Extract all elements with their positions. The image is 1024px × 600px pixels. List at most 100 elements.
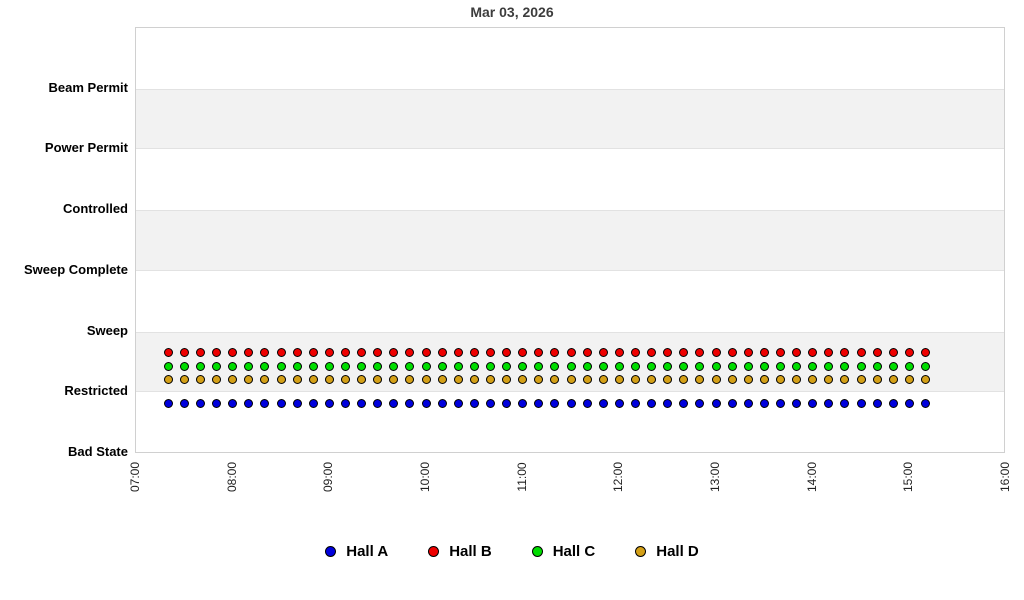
- legend-label: Hall C: [552, 543, 596, 560]
- hall-a-marker: [276, 398, 286, 408]
- y-label-controlled: Controlled: [63, 201, 128, 217]
- hall-b-marker: [727, 348, 737, 358]
- hall-b-marker: [244, 348, 254, 358]
- plot-area: [135, 27, 1005, 453]
- hall-a-marker: [808, 398, 818, 408]
- legend-label: Hall D: [656, 543, 699, 560]
- hall-a-marker: [534, 398, 544, 408]
- hall-b-marker: [453, 348, 463, 358]
- hall-c-marker: [308, 361, 318, 371]
- x-tick-15-00: 15:00: [901, 461, 916, 493]
- hall-a-marker: [163, 398, 173, 408]
- hall-b-marker: [856, 348, 866, 358]
- hall-b-marker: [163, 348, 173, 358]
- hall-c-marker: [502, 361, 512, 371]
- hall-a-marker: [663, 398, 673, 408]
- hall-d-marker: [840, 375, 850, 385]
- legend-item-hall-c: Hall C: [531, 543, 596, 560]
- hall-b-marker: [904, 348, 914, 358]
- hall-b-marker: [518, 348, 528, 358]
- hall-b-marker: [679, 348, 689, 358]
- hall-d-marker: [920, 375, 930, 385]
- hall-d-marker: [775, 375, 785, 385]
- hall-b-marker: [389, 348, 399, 358]
- hall-d-marker: [614, 375, 624, 385]
- hall-d-marker: [727, 375, 737, 385]
- hall-b-marker: [308, 348, 318, 358]
- hall-c-marker: [872, 361, 882, 371]
- hall-a-marker: [324, 398, 334, 408]
- hall-a-marker: [502, 398, 512, 408]
- hall-b-marker: [695, 348, 705, 358]
- hall-b-marker: [920, 348, 930, 358]
- hall-d-marker: [550, 375, 560, 385]
- hall-d-marker: [534, 375, 544, 385]
- hall-a-marker: [582, 398, 592, 408]
- hall-b-marker: [888, 348, 898, 358]
- hall-d-marker: [598, 375, 608, 385]
- hall-b-marker: [759, 348, 769, 358]
- hall-a-marker: [614, 398, 624, 408]
- hall-d-marker: [888, 375, 898, 385]
- hall-b-legend-dot-icon: [428, 546, 440, 557]
- hall-c-marker: [292, 361, 302, 371]
- hall-d-marker: [502, 375, 512, 385]
- hall-a-marker: [340, 398, 350, 408]
- hall-b-marker: [647, 348, 657, 358]
- hall-d-marker: [244, 375, 254, 385]
- hall-c-marker: [340, 361, 350, 371]
- hall-a-marker: [550, 398, 560, 408]
- hall-c-marker: [647, 361, 657, 371]
- hall-b-marker: [485, 348, 495, 358]
- y-label-sweep: Sweep: [86, 322, 128, 338]
- hall-b-marker: [534, 348, 544, 358]
- hall-d-marker: [792, 375, 802, 385]
- hall-d-marker: [759, 375, 769, 385]
- hall-a-marker: [711, 398, 721, 408]
- hall-a-marker: [421, 398, 431, 408]
- hall-a-marker: [727, 398, 737, 408]
- hall-a-marker: [630, 398, 640, 408]
- hall-b-marker: [566, 348, 576, 358]
- hall-a-marker: [824, 398, 834, 408]
- grid-band: [136, 210, 1004, 271]
- hall-c-marker: [743, 361, 753, 371]
- hall-c-marker: [614, 361, 624, 371]
- hall-b-marker: [357, 348, 367, 358]
- hall-a-marker: [389, 398, 399, 408]
- hall-b-marker: [808, 348, 818, 358]
- hall-c-marker: [485, 361, 495, 371]
- hall-d-marker: [856, 375, 866, 385]
- x-tick-08-00: 08:00: [224, 461, 239, 493]
- legend-item-hall-b: Hall B: [428, 543, 492, 560]
- hall-a-marker: [469, 398, 479, 408]
- hall-d-marker: [179, 375, 189, 385]
- hall-c-marker: [373, 361, 383, 371]
- hall-b-marker: [582, 348, 592, 358]
- hall-a-marker: [405, 398, 415, 408]
- hall-b-marker: [840, 348, 850, 358]
- hall-b-marker: [212, 348, 222, 358]
- hall-d-marker: [824, 375, 834, 385]
- hall-c-marker: [260, 361, 270, 371]
- hall-b-marker: [743, 348, 753, 358]
- hall-d-marker: [357, 375, 367, 385]
- hall-c-marker: [212, 361, 222, 371]
- hall-a-marker: [485, 398, 495, 408]
- hall-d-marker: [340, 375, 350, 385]
- y-label-beam-permit: Beam Permit: [48, 79, 128, 95]
- hall-b-marker: [550, 348, 560, 358]
- hall-d-marker: [405, 375, 415, 385]
- hall-a-marker: [872, 398, 882, 408]
- hall-b-marker: [228, 348, 238, 358]
- hall-b-marker: [260, 348, 270, 358]
- grid-band: [136, 88, 1004, 150]
- hall-c-marker: [421, 361, 431, 371]
- hall-d-marker: [485, 375, 495, 385]
- hall-b-marker: [421, 348, 431, 358]
- hall-c-marker: [195, 361, 205, 371]
- hall-a-marker: [244, 398, 254, 408]
- hall-d-marker: [212, 375, 222, 385]
- hall-d-marker: [695, 375, 705, 385]
- hall-c-marker: [824, 361, 834, 371]
